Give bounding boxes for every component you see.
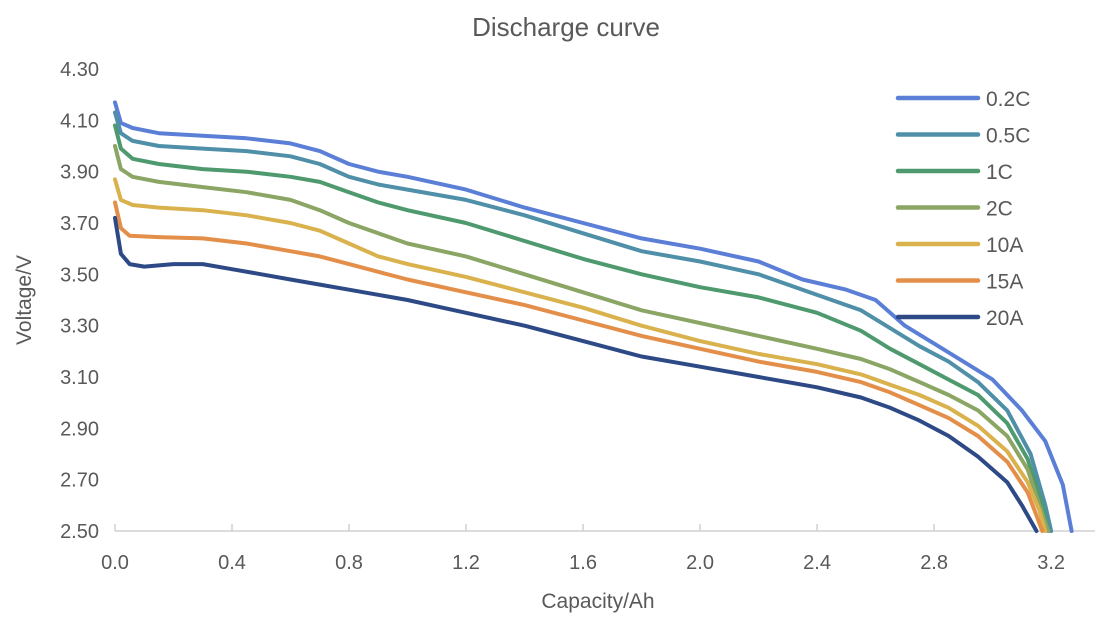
y-tick-label: 2.50 (60, 521, 99, 543)
y-tick-label: 4.10 (60, 110, 99, 132)
chart-title: Discharge curve (472, 12, 660, 42)
series-line-20a (113, 215, 1039, 533)
series-line-10a (113, 177, 1048, 533)
x-tick-label: 2.0 (686, 552, 714, 574)
y-axis-ticks: 2.50 2.70 2.90 3.10 3.30 3.50 3.70 3.90 4.10 4.30 (60, 59, 99, 543)
x-tick-label: 1.2 (452, 552, 480, 574)
y-tick-label: 3.50 (60, 264, 99, 286)
y-tick-label: 4.30 (60, 59, 99, 81)
legend: 0.2C 0.5C 1C 2C 10A 15A 20A (895, 88, 1030, 330)
series-line-0-5c (113, 110, 1054, 533)
series-line-1c (113, 123, 1051, 533)
y-tick-label: 3.30 (60, 316, 99, 338)
legend-label: 0.5C (986, 125, 1030, 148)
legend-label: 10A (986, 234, 1023, 257)
x-axis-title: Capacity/Ah (541, 590, 654, 613)
y-tick-label: 3.70 (60, 213, 99, 235)
legend-label: 1C (986, 161, 1013, 184)
x-tick-label: 0.8 (335, 552, 363, 574)
series-line-0-2c (113, 100, 1074, 533)
y-tick-label: 2.70 (60, 470, 99, 492)
series-line-15a (113, 200, 1045, 533)
y-tick-label: 3.10 (60, 367, 99, 389)
legend-label: 20A (986, 307, 1023, 330)
x-axis-ticks: 0.0 0.4 0.8 1.2 1.6 2.0 2.4 2.8 3.2 (101, 524, 1065, 574)
y-axis-title: Voltage/V (13, 255, 36, 345)
x-tick-label: 3.2 (1037, 552, 1065, 574)
x-tick-label: 0.4 (218, 552, 246, 574)
x-tick-label: 0.0 (101, 552, 129, 574)
legend-label: 2C (986, 198, 1013, 221)
legend-label: 15A (986, 271, 1023, 294)
x-tick-label: 1.6 (569, 552, 597, 574)
series-lines (113, 100, 1074, 533)
y-tick-label: 3.90 (60, 162, 99, 184)
y-tick-label: 2.90 (60, 418, 99, 440)
x-tick-label: 2.8 (920, 552, 948, 574)
legend-label: 0.2C (986, 88, 1030, 111)
series-line-2c (113, 144, 1051, 533)
x-tick-label: 2.4 (803, 552, 831, 574)
